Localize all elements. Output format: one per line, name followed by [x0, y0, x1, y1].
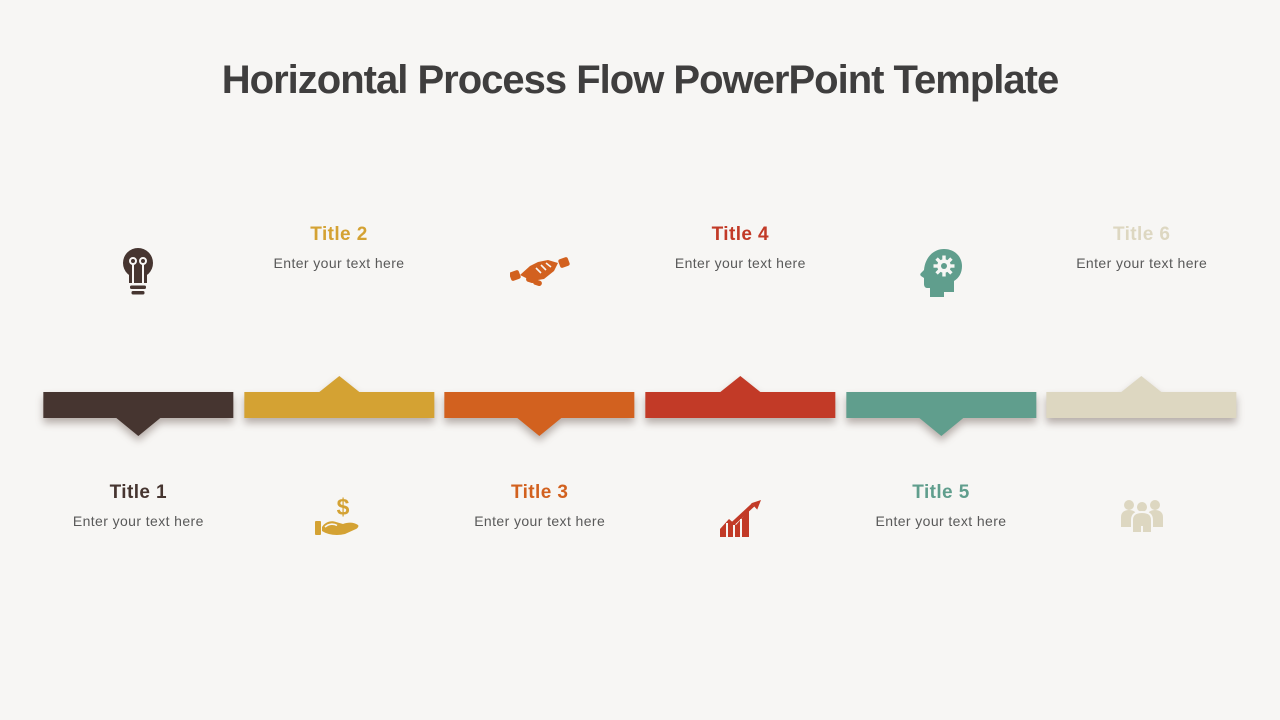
- step-2-label: Title 2 Enter your text here: [239, 218, 440, 328]
- lightbulb-icon[interactable]: [118, 247, 158, 299]
- step-6-icon-slot: [1041, 478, 1242, 558]
- step-description[interactable]: Enter your text here: [674, 255, 806, 271]
- step-3-icon-slot: [439, 218, 640, 328]
- process-flow: Title 1 Enter your text here Title 2 Ent…: [38, 218, 1242, 558]
- step-3-bar-slot: [439, 374, 640, 438]
- step-1-bar[interactable]: [38, 374, 239, 438]
- hand-money-icon[interactable]: $: [313, 494, 365, 542]
- step-description[interactable]: Enter your text here: [474, 513, 606, 529]
- step-title[interactable]: Title 6: [1112, 224, 1171, 245]
- step-4-icon-slot: [640, 478, 841, 558]
- step-1-label: Title 1 Enter your text here: [38, 478, 239, 558]
- svg-text:$: $: [337, 494, 350, 520]
- head-gear-icon[interactable]: [917, 247, 965, 299]
- step-4-bar[interactable]: [640, 374, 841, 438]
- step-2-bar[interactable]: [239, 374, 440, 438]
- step-2-bar-slot: [239, 374, 440, 438]
- step-description[interactable]: Enter your text here: [875, 513, 1007, 529]
- step-4-bar-slot: [640, 374, 841, 438]
- step-title[interactable]: Title 1: [109, 482, 168, 503]
- slide-title[interactable]: Horizontal Process Flow PowerPoint Templ…: [221, 58, 1059, 102]
- step-description[interactable]: Enter your text here: [72, 513, 204, 529]
- step-5-label: Title 5 Enter your text here: [841, 478, 1042, 558]
- handshake-icon[interactable]: [509, 251, 570, 295]
- step-description[interactable]: Enter your text here: [273, 255, 405, 271]
- step-title[interactable]: Title 5: [912, 482, 970, 503]
- step-5-bar[interactable]: [841, 374, 1042, 438]
- step-1-icon-slot: [38, 218, 239, 328]
- step-4-label: Title 4 Enter your text here: [640, 218, 841, 328]
- step-title[interactable]: Title 3: [510, 482, 569, 503]
- step-title[interactable]: Title 4: [711, 224, 770, 245]
- step-3-bar[interactable]: [439, 374, 640, 438]
- step-title[interactable]: Title 2: [310, 224, 368, 245]
- step-5-bar-slot: [841, 374, 1042, 438]
- step-1-bar-slot: [38, 374, 239, 438]
- step-5-icon-slot: [841, 218, 1042, 328]
- step-6-bar-slot: [1041, 374, 1242, 438]
- step-2-icon-slot: $: [239, 478, 440, 558]
- step-6-bar[interactable]: [1041, 374, 1242, 438]
- step-description[interactable]: Enter your text here: [1076, 255, 1208, 271]
- step-6-label: Title 6 Enter your text here: [1041, 218, 1242, 328]
- growth-chart-icon[interactable]: [715, 497, 765, 539]
- team-icon[interactable]: [1119, 497, 1165, 539]
- step-3-label: Title 3 Enter your text here: [439, 478, 640, 558]
